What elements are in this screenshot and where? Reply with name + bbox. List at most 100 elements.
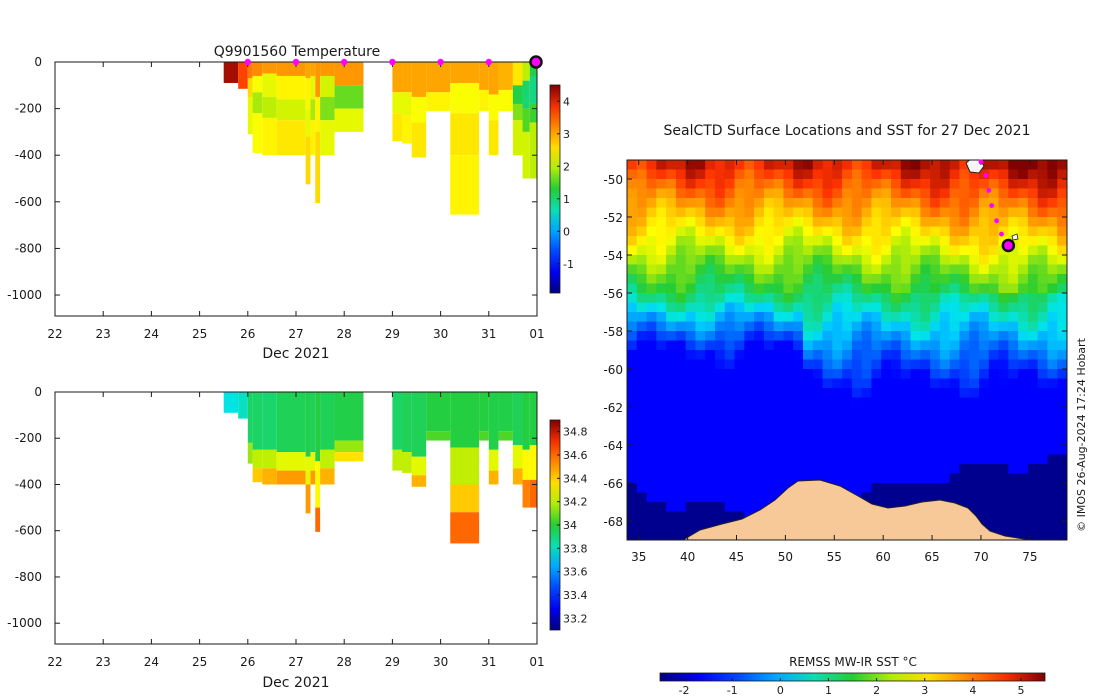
sst-cell (1027, 426, 1039, 437)
sst-cell (900, 416, 912, 427)
sst-cell (949, 473, 961, 484)
sst-cell (783, 378, 794, 389)
sst-cell (920, 169, 931, 180)
sst-cell (773, 169, 785, 180)
sst-cell (1047, 435, 1058, 446)
profile-cell (310, 99, 316, 121)
sst-cell (636, 321, 648, 332)
sst-cell (832, 198, 843, 209)
sst-cell (822, 464, 833, 475)
sst-cell (754, 435, 765, 446)
sst-cell (744, 464, 755, 475)
sst-cell (979, 435, 990, 446)
sst-cell (871, 340, 882, 351)
sst-cell (930, 331, 941, 342)
sst-cell (666, 198, 677, 209)
temperature-data-cells (223, 62, 537, 215)
sst-cell (1057, 530, 1067, 540)
sst-cell (930, 454, 941, 465)
sst-cell (979, 255, 990, 266)
sst-cell (763, 179, 775, 190)
sst-cell (1057, 312, 1067, 323)
sst-cell (930, 464, 941, 475)
sst-cell (861, 473, 873, 484)
sst-cell (715, 378, 726, 389)
sst-cell (656, 321, 667, 332)
sst-cell (861, 407, 873, 418)
sst-cell (705, 160, 716, 171)
sst-cell (803, 331, 814, 342)
y-tick-label: -200 (15, 431, 42, 445)
sst-grid-cells (627, 160, 1067, 540)
profile-cell (247, 392, 253, 443)
sst-cell (910, 388, 921, 399)
colorbar-tick-label: -1 (563, 258, 574, 271)
profile-cell (305, 62, 311, 79)
sst-cell (881, 435, 892, 446)
sst-cell (705, 293, 716, 304)
sst-cell (998, 502, 1009, 513)
sst-cell (744, 179, 755, 190)
sst-cell (851, 245, 863, 256)
sst-cell (1008, 378, 1019, 389)
profile-cell (276, 99, 306, 121)
sst-cell (715, 169, 726, 180)
sst-cell (832, 340, 843, 351)
sst-cell (851, 169, 863, 180)
sst-cell (949, 179, 961, 190)
sst-cell (656, 217, 667, 228)
sst-cell (998, 492, 1009, 503)
lon-tick-label: 55 (827, 550, 842, 564)
sst-cell (773, 397, 785, 408)
sst-cell (646, 302, 657, 313)
sst-cell (783, 407, 794, 418)
sst-cell (891, 378, 902, 389)
sst-cell (773, 340, 785, 351)
sst-cell (900, 350, 912, 361)
sst-cell (920, 312, 931, 323)
profile-cell (411, 122, 427, 158)
sst-cell (1027, 274, 1039, 285)
sst-cell (969, 302, 980, 313)
sst-cell (881, 492, 892, 503)
sst-cell (1047, 198, 1058, 209)
sst-cell (842, 473, 853, 484)
sst-cell (636, 388, 648, 399)
salinity-data-cells (223, 392, 537, 544)
sst-cell (959, 426, 970, 437)
profile-cell (392, 113, 403, 142)
sst-cell (881, 426, 892, 437)
sst-cell (715, 226, 726, 237)
sst-cell (842, 350, 853, 361)
sst-cell (1018, 388, 1029, 399)
sst-cell (939, 207, 951, 218)
sst-cell (979, 302, 990, 313)
x-tick-label: 27 (288, 655, 303, 669)
sst-cell (910, 407, 921, 418)
profile-cell (315, 96, 321, 132)
sst-cell (754, 255, 765, 266)
sst-cell (783, 426, 794, 437)
sst-cell (1047, 521, 1058, 532)
sst-cell (1018, 293, 1029, 304)
sst-cell (900, 321, 912, 332)
sst-cell (861, 264, 873, 275)
sst-cell (851, 397, 863, 408)
sst-cell (744, 245, 755, 256)
sst-cell (969, 255, 980, 266)
sst-cell (695, 521, 706, 532)
sst-cell (685, 312, 697, 323)
profile-cell (450, 447, 480, 485)
sst-cell (754, 283, 765, 294)
sst-cell (636, 188, 648, 199)
sst-cell (988, 274, 1000, 285)
surface-position-marker (341, 58, 348, 66)
sst-cell (1008, 217, 1019, 228)
sst-cell (715, 511, 726, 522)
sst-cell (666, 397, 677, 408)
sst-cell (744, 445, 755, 456)
sst-cell (685, 321, 697, 332)
sst-cell (636, 511, 648, 522)
sst-cell (842, 483, 853, 494)
sst-cell (734, 198, 745, 209)
